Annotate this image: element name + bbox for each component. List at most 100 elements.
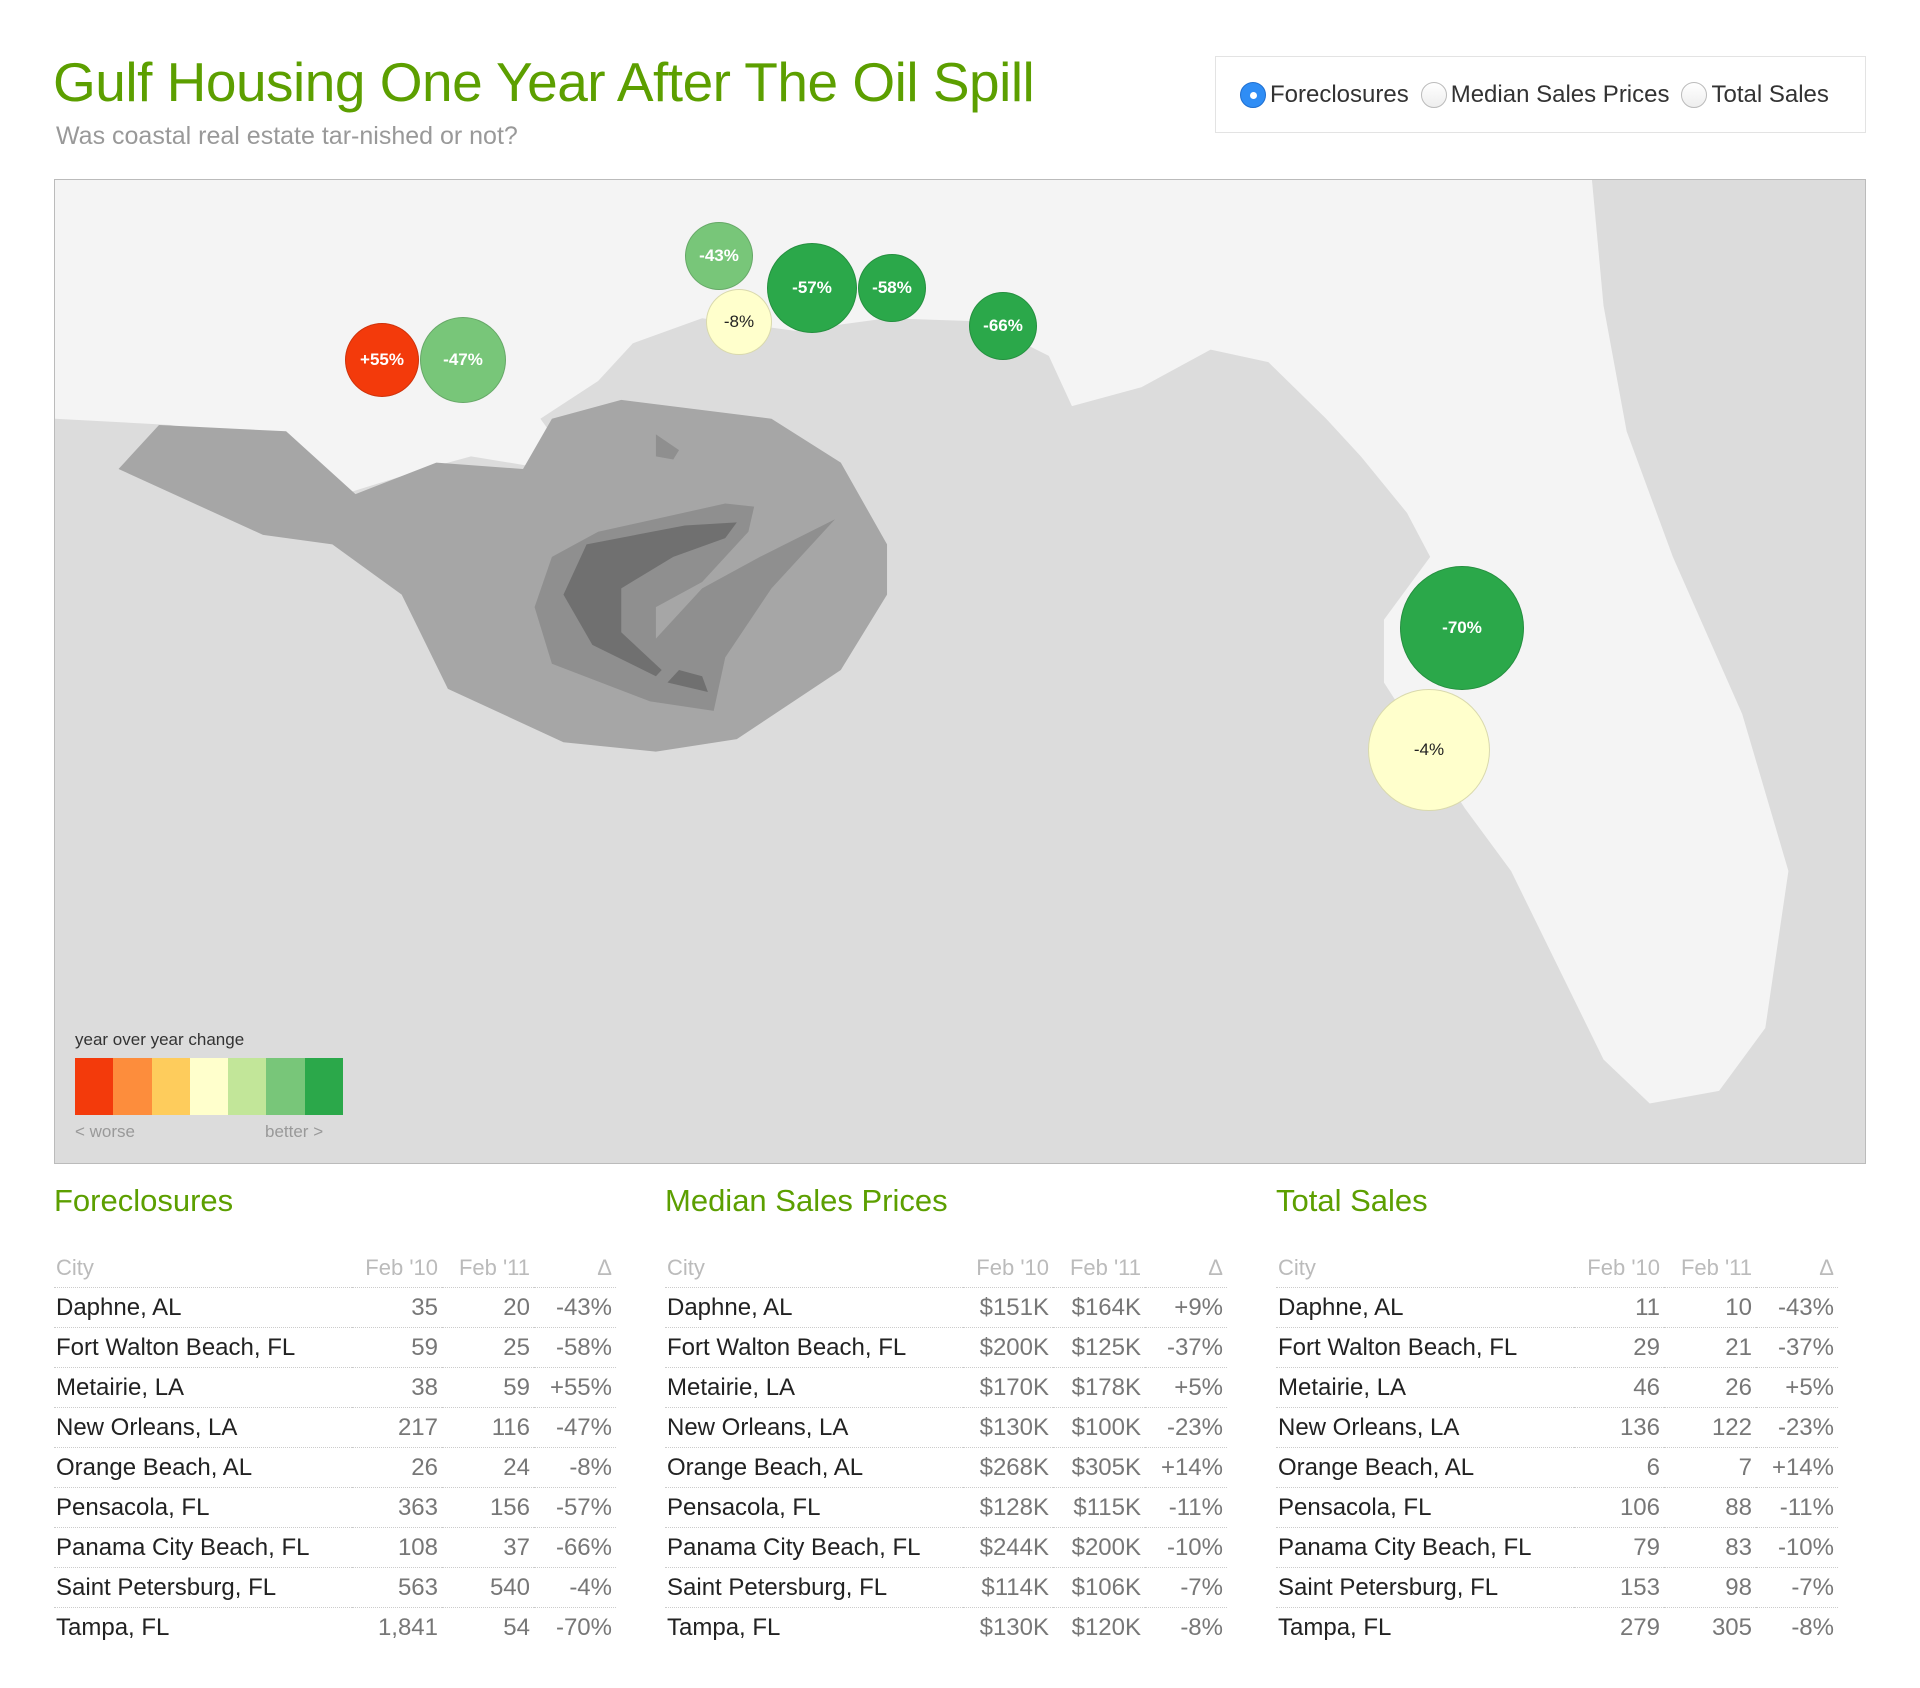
- table-row: Orange Beach, AL 26 24 -8%: [54, 1447, 616, 1488]
- table-cell: 98: [1664, 1567, 1756, 1608]
- table-cell: $128K: [963, 1487, 1053, 1528]
- table-cell: Daphne, AL: [54, 1287, 352, 1328]
- table-cell: +5%: [1756, 1367, 1838, 1408]
- table-cell: 106: [1574, 1487, 1664, 1528]
- map-bubble[interactable]: -66%: [969, 292, 1037, 360]
- table-cell: Orange Beach, AL: [1276, 1447, 1574, 1488]
- table-cell: Daphne, AL: [665, 1287, 963, 1328]
- page-title: Gulf Housing One Year After The Oil Spil…: [53, 51, 1035, 113]
- column-header[interactable]: Δ: [1145, 1249, 1227, 1288]
- legend-better-label: better >: [265, 1122, 324, 1141]
- table-row: Pensacola, FL $128K $115K -11%: [665, 1487, 1227, 1528]
- legend-worse-label: < worse: [75, 1122, 135, 1141]
- table-cell: $244K: [963, 1527, 1053, 1568]
- oil-spill-core: [667, 669, 708, 692]
- table-cell: 10: [1664, 1287, 1756, 1328]
- map-bubble[interactable]: -8%: [706, 289, 772, 355]
- column-header[interactable]: City: [1276, 1249, 1574, 1288]
- table-cell: -58%: [534, 1327, 616, 1368]
- table-cell: -37%: [1145, 1327, 1227, 1368]
- table-row: Fort Walton Beach, FL 59 25 -58%: [54, 1327, 616, 1368]
- table-cell: $130K: [963, 1407, 1053, 1448]
- table-cell: 279: [1619, 1613, 1660, 1641]
- column-header[interactable]: Feb '11: [1664, 1249, 1756, 1288]
- table-cell: -4%: [534, 1567, 616, 1608]
- table-cell: 7: [1664, 1447, 1756, 1488]
- table-cell: 37: [442, 1527, 534, 1568]
- table-cell: 25: [442, 1327, 534, 1368]
- table-cell: 26: [352, 1447, 442, 1488]
- table-cell: Orange Beach, AL: [54, 1447, 352, 1488]
- column-header[interactable]: City: [54, 1249, 352, 1288]
- column-header[interactable]: Feb '10: [352, 1249, 442, 1288]
- table-cell: $114K: [963, 1567, 1053, 1608]
- radio-button-icon[interactable]: [1681, 81, 1708, 108]
- table-cell: 88: [1664, 1487, 1756, 1528]
- table-cell: $106K: [1053, 1567, 1145, 1608]
- table-cell: +14%: [1145, 1447, 1227, 1488]
- table-cell: Metairie, LA: [1276, 1367, 1574, 1408]
- table-cell: 122: [1664, 1407, 1756, 1448]
- table-foreclosures: Foreclosures City Feb '10 Feb '11 Δ Daphne, A…: [54, 1183, 616, 1648]
- table-cell: Pensacola, FL: [54, 1487, 352, 1528]
- radio-median-sales-prices[interactable]: Median Sales Prices: [1420, 80, 1670, 109]
- table-cell: -11%: [1145, 1487, 1227, 1528]
- table-cell: $120K: [1071, 1613, 1141, 1641]
- radio-button-icon[interactable]: [1240, 81, 1266, 108]
- radio-foreclosures[interactable]: Foreclosures: [1240, 81, 1409, 109]
- column-header[interactable]: Feb '11: [442, 1249, 534, 1288]
- column-header[interactable]: Feb '10: [1574, 1249, 1664, 1288]
- table-cell: -10%: [1145, 1527, 1227, 1568]
- table-row: Metairie, LA 38 59 +55%: [54, 1367, 616, 1408]
- table-title: Foreclosures: [54, 1183, 234, 1218]
- table-cell: 11: [1574, 1287, 1664, 1328]
- table-row: Fort Walton Beach, FL $200K $125K -37%: [665, 1327, 1227, 1368]
- table-cell: Fort Walton Beach, FL: [54, 1327, 352, 1368]
- column-header[interactable]: Feb '11: [1053, 1249, 1145, 1288]
- radio-label: Median Sales Prices: [1450, 80, 1670, 108]
- table-row: Orange Beach, AL $268K $305K +14%: [665, 1447, 1227, 1488]
- radio-label: Foreclosures: [1270, 80, 1409, 108]
- table-cell: $130K: [979, 1613, 1049, 1641]
- radio-button-icon[interactable]: [1420, 81, 1447, 108]
- map-bubble[interactable]: -70%: [1400, 566, 1524, 690]
- column-header[interactable]: Δ: [1756, 1249, 1838, 1288]
- table-row: Panama City Beach, FL 79 83 -10%: [1276, 1527, 1838, 1568]
- table-cell: $178K: [1053, 1367, 1145, 1408]
- map-bubble[interactable]: +55%: [345, 323, 419, 397]
- table-row: Orange Beach, AL 6 7 +14%: [1276, 1447, 1838, 1488]
- column-header[interactable]: Δ: [534, 1249, 616, 1288]
- table-cell: Orange Beach, AL: [665, 1447, 963, 1488]
- table-cell: $164K: [1053, 1287, 1145, 1328]
- table-cell: 54: [503, 1613, 530, 1641]
- legend-title: year over year change: [75, 1030, 245, 1049]
- table-row: Daphne, AL 35 20 -43%: [54, 1287, 616, 1328]
- table-cell: +55%: [534, 1367, 616, 1408]
- table-cell: 35: [352, 1287, 442, 1328]
- map-bubble[interactable]: -47%: [420, 317, 506, 403]
- table-cell: $170K: [963, 1367, 1053, 1408]
- gulf-map[interactable]: +55% -47% -43% -8% -57% -58% -66% -70% -4% year …: [54, 179, 1866, 1164]
- table-cell: -57%: [534, 1487, 616, 1528]
- column-header[interactable]: Feb '10: [963, 1249, 1053, 1288]
- map-bubble[interactable]: -57%: [767, 243, 857, 333]
- table-cell: Saint Petersburg, FL: [54, 1567, 352, 1608]
- map-bubble[interactable]: -43%: [685, 222, 753, 290]
- map-bubble[interactable]: -4%: [1368, 689, 1490, 811]
- column-header[interactable]: City: [665, 1249, 963, 1288]
- map-bubble[interactable]: -58%: [858, 254, 926, 322]
- radio-total-sales[interactable]: Total Sales: [1681, 81, 1829, 109]
- table-cell: -47%: [534, 1407, 616, 1448]
- table-cell: Panama City Beach, FL: [54, 1527, 352, 1568]
- table-cell: -43%: [534, 1287, 616, 1328]
- table-row: Metairie, LA 46 26 +5%: [1276, 1367, 1838, 1408]
- table-cell: Metairie, LA: [54, 1367, 352, 1408]
- table-cell: Tampa, FL: [667, 1613, 781, 1641]
- table-cell: -23%: [1145, 1407, 1227, 1448]
- table-row: Saint Petersburg, FL 153 98 -7%: [1276, 1567, 1838, 1608]
- table-row: Daphne, AL 11 10 -43%: [1276, 1287, 1838, 1328]
- table-cell: +14%: [1756, 1447, 1838, 1488]
- table-row: Pensacola, FL 363 156 -57%: [54, 1487, 616, 1528]
- table-cell: Saint Petersburg, FL: [1276, 1567, 1574, 1608]
- legend-swatch: [113, 1058, 152, 1115]
